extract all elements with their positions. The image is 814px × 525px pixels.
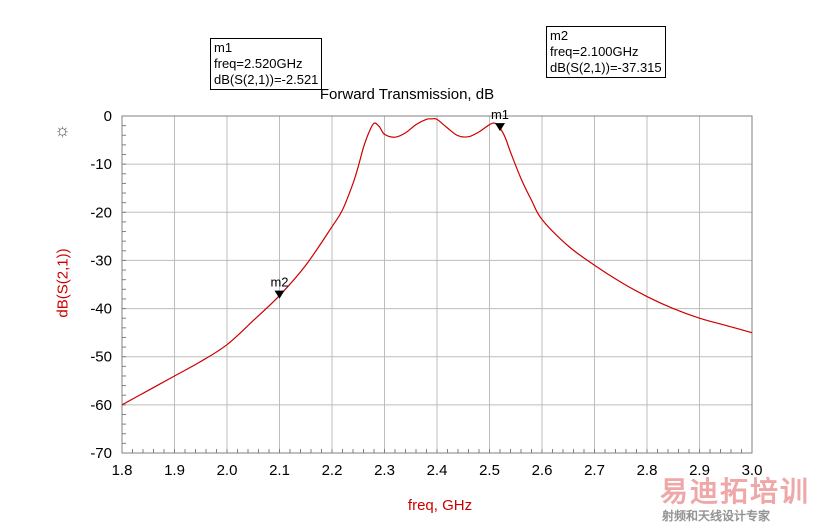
x-tick-labels: 1.8 1.9 2.0 2.1 2.2 2.3 2.4 2.5 2.6 2.7 2.8 2.9 3.0 xyxy=(112,462,763,479)
y-tick-label: -60 xyxy=(90,397,112,414)
y-tick-label: -40 xyxy=(90,301,112,318)
marker-m2-value: dB(S(2,1))=-37.315 xyxy=(550,60,662,75)
x-tick-label: 2.8 xyxy=(637,462,658,479)
x-tick-label: 2.4 xyxy=(427,462,448,479)
y-tick-labels: 0 -10 -20 -30 -40 -50 -60 -70 xyxy=(90,108,112,462)
y-tick-label: -30 xyxy=(90,252,112,269)
marker-m2-freq: freq=2.100GHz xyxy=(550,44,639,59)
y-tick-label: -70 xyxy=(90,445,112,462)
x-tick-label: 3.0 xyxy=(742,462,763,479)
marker-m1-triangle xyxy=(495,123,505,132)
x-tick-label: 2.1 xyxy=(269,462,290,479)
marker-m1-freq: freq=2.520GHz xyxy=(214,56,303,71)
x-tick-label: 2.0 xyxy=(217,462,238,479)
watermark-sub: 射频和天线设计专家 xyxy=(662,509,771,523)
y-tick-label: -50 xyxy=(90,349,112,366)
marker-m2-triangle xyxy=(274,290,285,299)
y-axis-label: dB(S(2,1)) xyxy=(54,248,72,318)
markers[interactable]: m1 m2 xyxy=(270,107,509,299)
y-tick-label: 0 xyxy=(104,108,112,125)
chart-title: Forward Transmission, dB xyxy=(319,86,495,103)
y-tick-label: -10 xyxy=(90,156,112,173)
minor-ticks xyxy=(121,115,753,454)
marker-m1-label: m1 xyxy=(491,107,509,122)
marker-m1-name: m1 xyxy=(214,40,233,55)
marker-m2-readout[interactable]: m2 freq=2.100GHz dB(S(2,1))=-37.315 xyxy=(546,26,666,78)
marker-m1-readout[interactable]: m1 freq=2.520GHz dB(S(2,1))=-2.521 xyxy=(210,38,323,90)
x-tick-label: 2.7 xyxy=(584,462,605,479)
x-tick-label: 2.5 xyxy=(479,462,500,479)
series-line-0 xyxy=(121,117,753,406)
plot-frame xyxy=(121,115,753,454)
marker-m1-value: dB(S(2,1))=-2.521 xyxy=(214,72,319,87)
x-tick-label: 1.9 xyxy=(164,462,185,479)
x-tick-label: 1.8 xyxy=(112,462,133,479)
x-tick-label: 2.9 xyxy=(689,462,710,479)
marker-m2-name: m2 xyxy=(550,28,569,43)
x-axis-label: freq, GHz xyxy=(407,497,473,514)
grid xyxy=(121,115,753,454)
x-tick-label: 2.2 xyxy=(322,462,343,479)
x-tick-label: 2.6 xyxy=(532,462,553,479)
watermark-main: 易迪拓培训 xyxy=(660,476,811,507)
y-tick-label: -20 xyxy=(90,204,112,221)
sun-icon[interactable]: ☼ xyxy=(54,120,71,140)
series xyxy=(121,117,753,406)
x-tick-label: 2.3 xyxy=(374,462,395,479)
marker-m2-label: m2 xyxy=(270,275,288,290)
